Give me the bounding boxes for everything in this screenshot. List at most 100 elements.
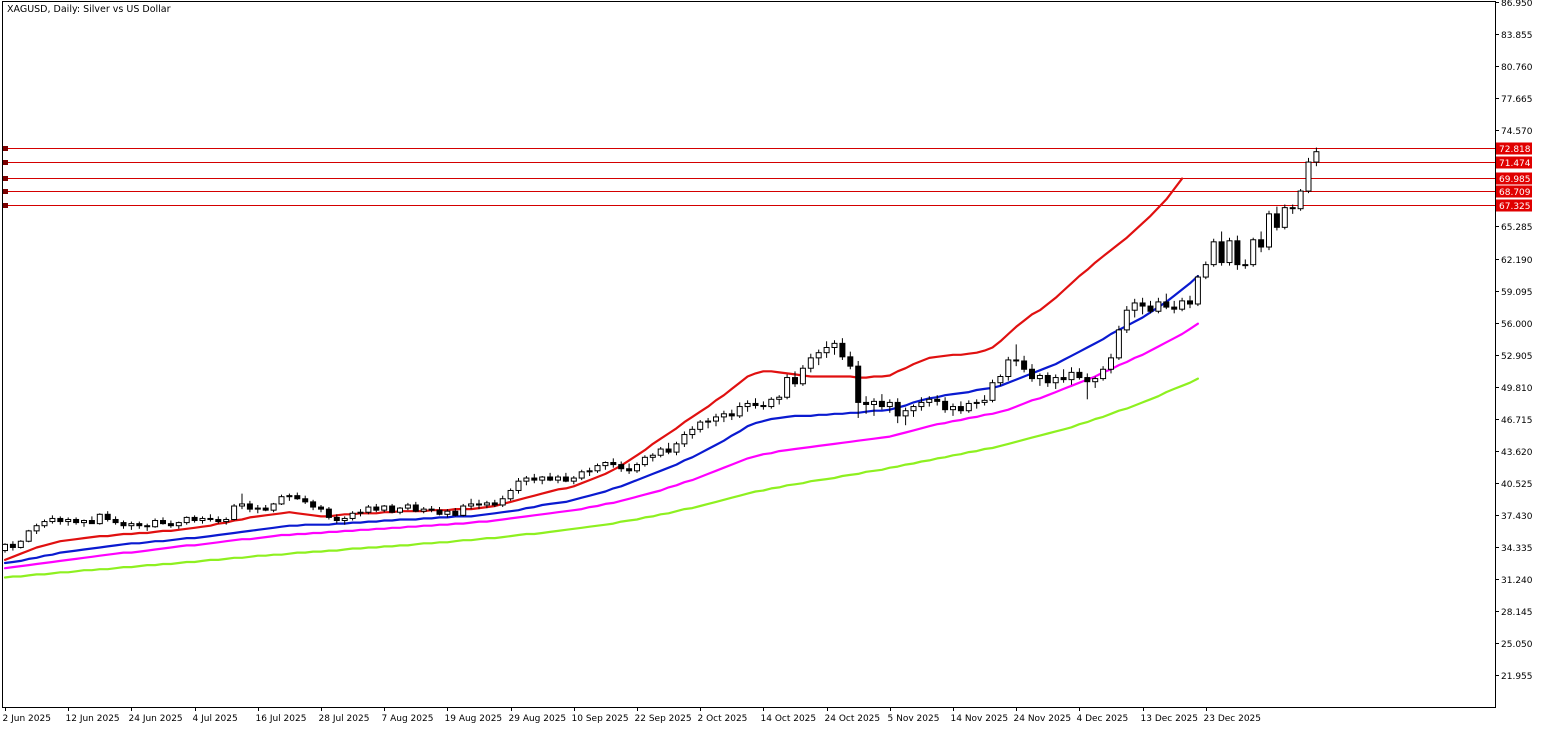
candle <box>373 503 380 513</box>
candle <box>231 503 238 521</box>
candle-body <box>175 522 182 527</box>
candle <box>768 397 775 409</box>
candle-body <box>1305 161 1312 192</box>
candle <box>641 455 648 467</box>
level-badge-bg <box>1496 172 1532 185</box>
candle <box>175 521 182 529</box>
candle-body <box>96 513 103 525</box>
price-tick-label: 46.715 <box>1501 416 1533 426</box>
level-badge-label: 71.474 <box>1499 159 1531 169</box>
candle-body <box>634 464 640 472</box>
candle <box>871 398 877 416</box>
candle <box>112 516 119 525</box>
candle-body <box>784 377 791 398</box>
candle <box>1147 300 1154 314</box>
candle <box>539 475 546 485</box>
candle-body <box>1242 264 1249 267</box>
time-tick-label: 4 Dec 2025 <box>1077 714 1129 724</box>
candle-body <box>1187 300 1193 305</box>
candle-body <box>1273 213 1280 228</box>
time-tick-label: 24 Jun 2025 <box>129 714 183 724</box>
candle <box>1029 364 1035 382</box>
candle <box>412 501 419 513</box>
candle <box>1242 259 1249 269</box>
candle <box>120 520 127 529</box>
candle <box>389 503 396 514</box>
candle-body <box>191 516 198 522</box>
candle <box>152 518 159 528</box>
candle <box>73 517 80 525</box>
price-tick-label: 34.335 <box>1501 544 1533 554</box>
candle <box>254 504 261 514</box>
horizontal-levels <box>3 146 1495 208</box>
candle-body <box>1210 241 1217 266</box>
level-handle <box>3 176 8 181</box>
time-tick-label: 10 Sep 2025 <box>572 714 629 724</box>
level-badge-label: 68.709 <box>1499 188 1531 198</box>
candle-body <box>728 413 735 417</box>
candle <box>57 516 64 525</box>
candle <box>728 409 735 421</box>
candle-body <box>910 406 917 412</box>
level-handle <box>3 189 8 194</box>
candle <box>239 493 245 510</box>
candle-body <box>215 518 222 523</box>
candle <box>460 503 467 517</box>
candle-body <box>262 507 269 511</box>
candle-body <box>689 428 696 436</box>
candle-body <box>673 443 680 453</box>
candle <box>81 519 87 527</box>
candle-body <box>641 456 648 466</box>
candle-body <box>570 477 577 482</box>
candle <box>1084 373 1091 400</box>
level-handle <box>3 146 8 151</box>
price-tick-label: 21.955 <box>1501 672 1533 682</box>
candle-body <box>1029 368 1035 380</box>
candle <box>1052 374 1059 389</box>
candle-body <box>1036 374 1043 380</box>
candle-body <box>389 505 396 513</box>
candle-body <box>989 382 996 401</box>
candle <box>886 399 893 413</box>
candle-body <box>1068 371 1075 381</box>
candle-body <box>1052 377 1059 384</box>
candle-body <box>965 402 972 412</box>
time-tick-label: 29 Aug 2025 <box>509 714 567 724</box>
candle-body <box>231 505 238 520</box>
candle <box>1005 356 1012 381</box>
candle <box>918 397 925 411</box>
candle-body <box>1084 377 1091 383</box>
candle <box>444 509 451 518</box>
candle <box>215 516 222 524</box>
candle-body <box>436 509 443 515</box>
candle-body <box>823 347 830 354</box>
candle <box>942 397 949 413</box>
candle <box>1044 372 1051 387</box>
candle <box>689 426 696 439</box>
candle-body <box>1234 240 1241 266</box>
candle-body <box>768 398 775 408</box>
candle-body <box>1115 329 1122 359</box>
candle-body <box>744 402 751 408</box>
price-tick-label: 56.000 <box>1501 320 1533 330</box>
candle-body <box>120 522 127 527</box>
candle <box>807 353 814 373</box>
candle-body <box>531 477 538 481</box>
level-badge-bg <box>1496 156 1532 169</box>
time-tick-label: 28 Jul 2025 <box>319 714 370 724</box>
candle <box>610 458 617 468</box>
candle <box>744 400 751 412</box>
candle-body <box>239 503 245 507</box>
time-tick-label: 19 Aug 2025 <box>445 714 503 724</box>
candle-body <box>144 525 151 528</box>
candle <box>531 473 538 484</box>
level-badge-label: 69.985 <box>1499 175 1531 185</box>
candle-body <box>270 503 277 511</box>
price-tick-label: 40.525 <box>1501 480 1533 490</box>
candle <box>25 529 32 543</box>
candle <box>1163 293 1170 310</box>
candle <box>246 500 253 513</box>
candle-body <box>942 400 949 411</box>
